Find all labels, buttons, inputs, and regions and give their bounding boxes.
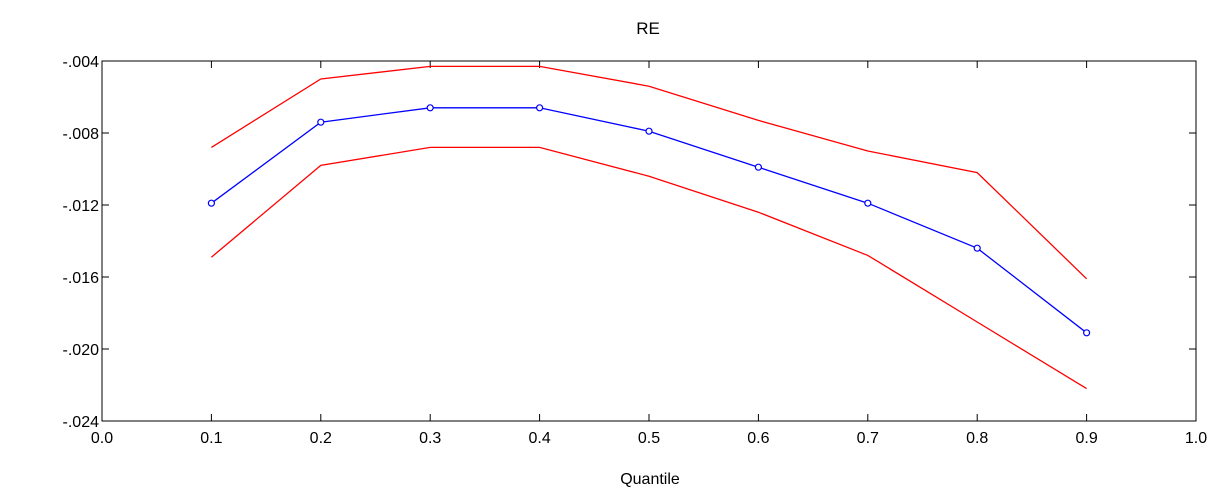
x-axis: 0.0 0.1 0.2 0.3 0.4 0.5 0.6 0.7 0.8 0.9 1.0 [91,61,1207,447]
series-point-estimate [1082,329,1091,337]
x-tick-label: 0.8 [966,430,988,447]
series-line-lower-bound [210,146,1087,390]
series-point-estimate [426,104,434,112]
series-line-upper-bound [211,65,1088,280]
x-tick-label: 0.0 [91,430,113,447]
x-tick-label: 0.3 [419,430,441,447]
y-tick-label: -.004 [63,54,100,71]
chart-title: RE [636,19,660,38]
x-tick-label: 0.9 [1075,430,1097,447]
x-axis-title: Quantile [620,471,680,488]
y-axis: -.004 -.008 -.012 -.016 -.020 -.024 [63,54,1196,431]
series-line-estimate [211,107,1087,334]
x-tick-label: 0.4 [528,430,550,447]
y-tick-label: -.008 [63,126,100,143]
x-tick-label: 0.5 [638,430,660,447]
y-tick-label: -.020 [63,342,100,359]
series-point-estimate [864,199,872,207]
y-tick-label: -.012 [63,198,100,215]
x-tick-label: 0.1 [200,430,222,447]
series-point-estimate [207,199,215,207]
x-tick-label: 0.7 [857,430,879,447]
y-tick-label: -.016 [63,270,100,287]
x-tick-label: 1.0 [1185,430,1207,447]
x-tick-label: 0.6 [747,430,769,447]
series-point-estimate [645,127,653,135]
series-point-estimate [535,104,544,112]
plot-area-frame [101,60,1197,422]
series-point-estimate [973,244,981,252]
x-tick-label: 0.2 [310,430,332,447]
y-tick-label: -.024 [63,414,100,431]
series-point-estimate [317,118,325,126]
series-layer [207,65,1091,390]
series-point-estimate [754,163,763,171]
